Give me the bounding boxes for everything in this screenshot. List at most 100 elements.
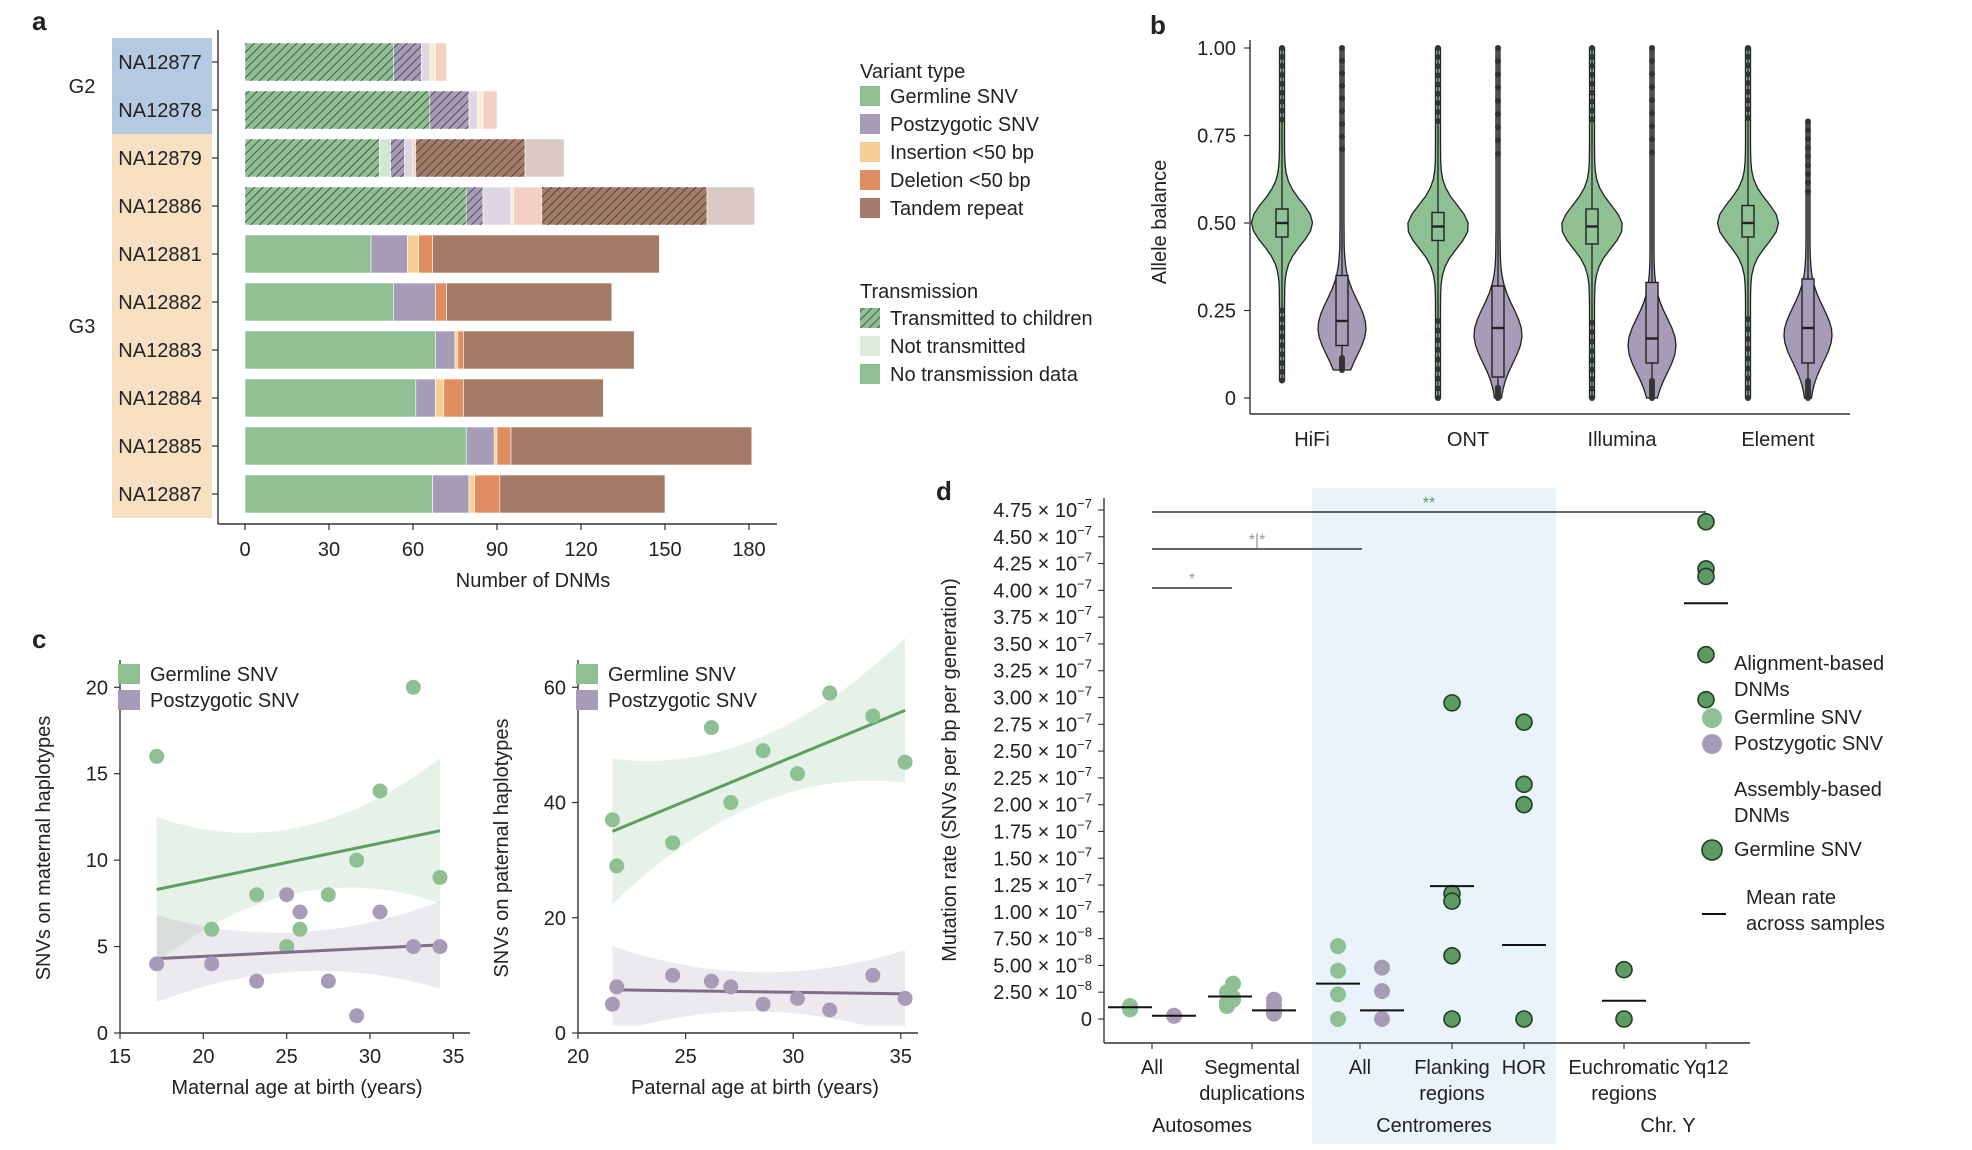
- rate-point: [1443, 892, 1461, 910]
- rate-point: [1225, 989, 1241, 1006]
- bar-segment: [244, 426, 467, 466]
- violin-outlier: [1279, 80, 1285, 87]
- bar-segment: [463, 378, 604, 418]
- legend-swatch: [860, 170, 880, 190]
- x-tick-label: 30: [782, 1046, 804, 1068]
- violin-outlier: [1649, 58, 1655, 65]
- bar-segment-hatch: [245, 43, 394, 81]
- y-tick-label: 1.00: [1197, 38, 1236, 60]
- legend-swatch-hatch: [860, 308, 880, 328]
- legend-item: Postzygotic SNV: [890, 114, 1040, 136]
- legend-title-variant: Variant type: [860, 61, 965, 83]
- bar-segment-hatch: [245, 187, 467, 225]
- violin-outlier: [1745, 345, 1751, 352]
- violin-outlier: [1339, 82, 1345, 89]
- violin-outlier: [1279, 368, 1285, 375]
- rate-point: [1515, 775, 1533, 794]
- y-tick-label: 0.50: [1197, 213, 1236, 235]
- legend-item: Germline SNV: [890, 86, 1018, 108]
- significance-label: *|*: [1249, 532, 1266, 549]
- rate-point: [1515, 1010, 1533, 1028]
- group-label-g3: G3: [69, 316, 96, 338]
- x-tick-label: 35: [890, 1046, 912, 1068]
- violin-outlier: [1745, 71, 1751, 78]
- data-point: [349, 852, 365, 868]
- rate-point: [1697, 645, 1715, 664]
- mutation-rate-plot: 0 2.50 × 10−85.00 × 10−87.50 × 10−81.00 ×…: [993, 488, 1750, 1144]
- panel-label-d: d: [936, 476, 952, 506]
- y-tick-label: 3.50 × 10−7: [993, 630, 1092, 656]
- sample-label: NA12882: [118, 292, 201, 314]
- violin-outlier: [1339, 95, 1345, 102]
- legend-item: Germline SNV: [1734, 839, 1862, 861]
- violin-outlier: [1805, 118, 1811, 125]
- sample-label: NA12879: [118, 148, 201, 170]
- violin-outlier: [1805, 179, 1811, 186]
- data-point: [604, 812, 620, 828]
- violin-outlier: [1589, 329, 1595, 336]
- violin-outlier: [1339, 57, 1345, 64]
- bar-segment: [463, 330, 635, 370]
- violin-outlier: [1649, 149, 1655, 156]
- panel-c: c 15 20 25 30 35 0 5 10 15 20 Germline SNV Postzygo…: [32, 624, 918, 1099]
- violin-box: [1645, 281, 1659, 364]
- data-point: [320, 887, 336, 903]
- centromere-region-band: [1312, 488, 1556, 1144]
- panel-label-c: c: [32, 624, 46, 654]
- violin-outlier: [1279, 107, 1285, 114]
- bar-segment-hatch: [245, 91, 430, 129]
- sample-label: NA12886: [118, 196, 201, 218]
- data-point: [372, 783, 388, 799]
- x-tick-label: 90: [486, 539, 508, 561]
- category-label: regions: [1591, 1083, 1657, 1105]
- y-tick-label: 4.50 × 10−7: [993, 523, 1092, 549]
- violin-outlier: [1589, 385, 1595, 392]
- y-tick-label: 1.00 × 10−7: [993, 898, 1092, 924]
- violin-outlier: [1745, 335, 1751, 342]
- rate-point: [1515, 795, 1533, 814]
- rate-point: [1225, 975, 1241, 992]
- y-tick-label: 60: [544, 677, 566, 699]
- x-tick-label: 25: [674, 1046, 696, 1068]
- regression-line: [612, 988, 906, 996]
- data-point: [865, 967, 881, 983]
- violin-outlier: [1495, 45, 1501, 51]
- x-axis-label-c2: Paternal age at birth (years): [631, 1077, 879, 1099]
- y-axis-label-c1: SNVs on maternal haplotypes: [33, 716, 55, 981]
- violin-outlier: [1589, 319, 1595, 326]
- data-point: [755, 743, 771, 759]
- category-label: Yq12: [1684, 1057, 1729, 1079]
- violin-outlier: [1745, 385, 1751, 392]
- bar-segment: [244, 330, 436, 370]
- legend-marker: [1702, 734, 1722, 754]
- x-tick-label: 180: [732, 539, 765, 561]
- violin-outlier: [1279, 53, 1285, 60]
- category-label: ONT: [1447, 429, 1489, 451]
- violin-outlier: [1339, 146, 1345, 153]
- data-point: [279, 939, 295, 955]
- rate-point: [1697, 567, 1715, 586]
- bar-segment: [446, 282, 613, 322]
- data-point: [204, 921, 220, 937]
- bar-segment: [477, 90, 484, 130]
- legend-title-transmission: Transmission: [860, 281, 978, 303]
- violin-outlier: [1745, 106, 1751, 113]
- violin-outlier: [1649, 123, 1655, 130]
- y-tick-label: 4.25 × 10−7: [993, 550, 1092, 576]
- violin-outlier: [1435, 81, 1441, 88]
- data-point: [604, 996, 620, 1012]
- y-tick-label: 20: [544, 908, 566, 930]
- panel-a: a G2 G3 NA12877 NA12878 NA12879 NA12886 NA1288…: [32, 6, 1093, 592]
- violin-outlier: [1435, 90, 1441, 97]
- bar-segment: [435, 282, 447, 322]
- violin-outlier: [1805, 162, 1811, 169]
- rate-point: [1515, 713, 1533, 731]
- x-tick-label: 20: [192, 1046, 214, 1068]
- bar-segment: [482, 90, 498, 130]
- rate-point: [1443, 946, 1461, 965]
- bar-segment: [418, 234, 433, 274]
- bar-segment: [393, 282, 436, 322]
- bar-segment: [435, 330, 456, 370]
- data-point: [320, 973, 336, 989]
- bar-segment: [415, 378, 436, 418]
